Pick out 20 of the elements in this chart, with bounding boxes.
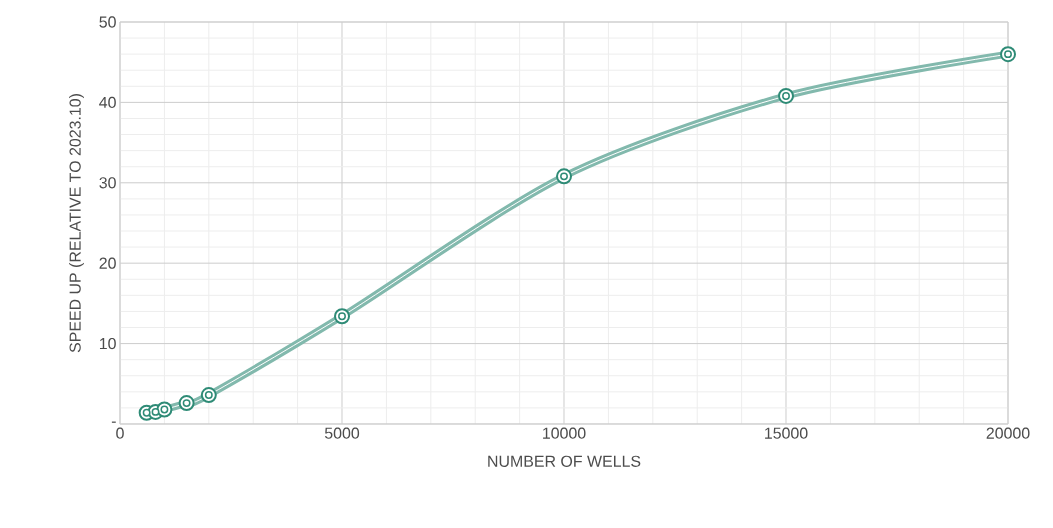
- y-tick-label: -: [111, 421, 116, 423]
- x-tick-label: 15000: [765, 427, 808, 439]
- point: [778, 87, 795, 104]
- y-tick-label: 30: [99, 177, 116, 189]
- point: [156, 401, 173, 418]
- y-tick-label: 10: [99, 337, 116, 350]
- y-tick-label: 20: [99, 257, 116, 269]
- x-tick-label: 10000: [543, 427, 586, 439]
- x-axis-title: NUMBER OF WELLS: [488, 455, 641, 467]
- point: [1000, 46, 1017, 63]
- point: [556, 168, 573, 185]
- point: [200, 387, 217, 404]
- x-tick-label: 0: [116, 427, 124, 439]
- y-axis-title: SPEED UP (RELATIVE TO 2023.10): [69, 94, 84, 353]
- x-tick-label: 5000: [324, 427, 360, 439]
- y-tick-label: 40: [99, 96, 116, 109]
- y-tick-label: 50: [99, 16, 116, 28]
- x-tick-label: 20000: [986, 427, 1030, 439]
- point: [178, 395, 195, 412]
- point: [334, 308, 351, 325]
